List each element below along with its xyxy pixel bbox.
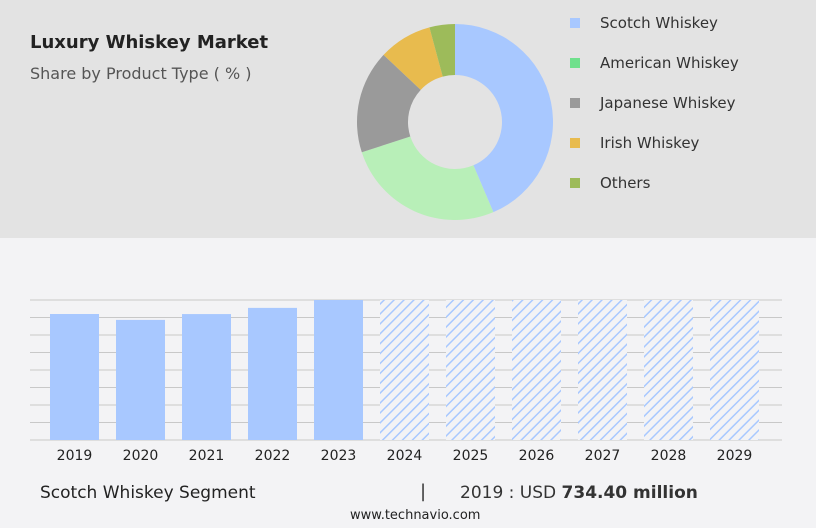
legend-swatch [570, 138, 580, 148]
x-tick-label: 2023 [321, 448, 357, 464]
donut-slice-1 [361, 136, 494, 220]
chart-subtitle: Share by Product Type ( % ) [30, 64, 252, 83]
year-label: 2019 : USD [460, 483, 562, 503]
legend-label: American Whiskey [600, 54, 739, 72]
bar-2022 [248, 307, 297, 440]
x-tick-label: 2020 [123, 448, 159, 464]
bar-chart: 2019 2020 2021 2022 2023 2024 2025 2026 2027 2028… [30, 299, 782, 464]
value-text: 734.40 million [561, 483, 698, 503]
legend-label: Scotch Whiskey [600, 14, 718, 32]
bar-2021 [182, 314, 231, 440]
donut-slice-2 [357, 54, 421, 153]
forecast-bar-2025 [446, 300, 495, 440]
forecast-bar-2028 [644, 300, 693, 440]
legend-swatch [570, 98, 580, 108]
forecast-bar-2024 [380, 300, 429, 440]
legend-label: Others [600, 174, 651, 192]
legend-swatch [570, 178, 580, 188]
bar-2023 [314, 300, 363, 440]
bar-2019 [50, 314, 99, 440]
segment-label: Scotch Whiskey Segment [40, 483, 256, 503]
x-tick-label: 2021 [189, 448, 225, 464]
legend-item: Irish Whiskey [570, 134, 699, 152]
forecast-bar-2027 [578, 300, 627, 440]
donut-chart [357, 23, 554, 220]
legend-item: Others [570, 174, 650, 192]
legend-item: Japanese Whiskey [570, 94, 735, 112]
website: www.technavio.com [350, 508, 481, 523]
donut-slice-0 [455, 23, 554, 213]
forecast-bar-2026 [512, 300, 561, 440]
legend-item: Scotch Whiskey [570, 14, 718, 32]
segment-value: 2019 : USD 734.40 million [460, 483, 698, 503]
x-tick-label: 2025 [453, 448, 489, 464]
x-tick-label: 2028 [651, 448, 687, 464]
legend-swatch [570, 58, 580, 68]
donut-slice-4 [429, 24, 455, 77]
x-tick-label: 2026 [519, 448, 555, 464]
x-tick-label: 2029 [717, 448, 753, 464]
donut-slice-3 [383, 27, 443, 90]
bar-2020 [116, 319, 165, 440]
x-tick-label: 2022 [255, 448, 291, 464]
forecast-bar-2029 [710, 300, 759, 440]
separator: | [420, 481, 427, 502]
x-tick-label: 2024 [387, 448, 423, 464]
legend-label: Japanese Whiskey [600, 94, 736, 112]
x-tick-label: 2027 [585, 448, 621, 464]
legend-swatch [570, 18, 580, 28]
legend-item: American Whiskey [570, 54, 739, 72]
legend-label: Irish Whiskey [600, 134, 700, 152]
chart-title: Luxury Whiskey Market [30, 32, 269, 53]
x-tick-label: 2019 [57, 448, 93, 464]
